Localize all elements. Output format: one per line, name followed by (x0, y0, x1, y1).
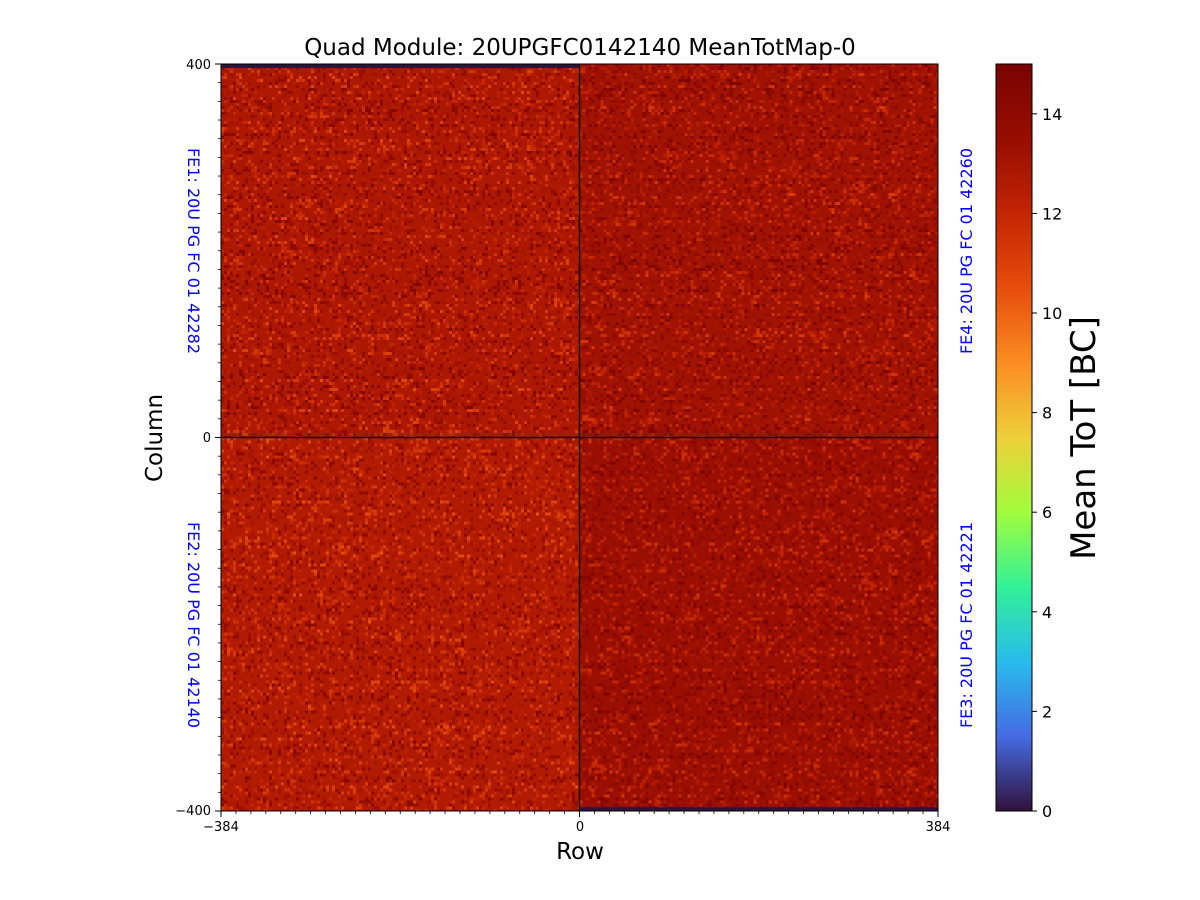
x-tick-label: −384 (203, 820, 239, 835)
y-tick-label: −400 (175, 804, 211, 819)
y-tick-label: 400 (186, 58, 211, 73)
colorbar-tick-label: 14 (1042, 105, 1062, 124)
colorbar-tick-label: 10 (1042, 304, 1062, 323)
quadrant-label-fe1: FE1: 20U PG FC 01 42282 (184, 148, 203, 354)
colorbar (996, 64, 1032, 811)
x-axis-label: Row (556, 839, 604, 865)
colorbar-tick-label: 12 (1042, 204, 1062, 223)
colorbar-tick-label: 6 (1042, 503, 1052, 522)
quadrant-label-fe4: FE4: 20U PG FC 01 42260 (957, 148, 976, 354)
y-axis-label: Column (142, 394, 168, 482)
empty-band (221, 64, 580, 68)
quadrant-label-fe2: FE2: 20U PG FC 01 42140 (184, 522, 203, 728)
colorbar-label: Mean ToT [BC] (1064, 316, 1104, 560)
y-tick-label: 0 (203, 431, 211, 446)
colorbar-tick-label: 2 (1042, 702, 1052, 721)
x-tick-label: 384 (926, 820, 951, 835)
colorbar-tick-label: 0 (1042, 802, 1052, 821)
colorbar-tick-label: 4 (1042, 603, 1052, 622)
chart-title: Quad Module: 20UPGFC0142140 MeanTotMap-0 (304, 35, 856, 61)
x-tick-label: 0 (576, 820, 584, 835)
colorbar-tick-label: 8 (1042, 404, 1052, 423)
quadrant-label-fe3: FE3: 20U PG FC 01 42221 (957, 522, 976, 728)
colorbar-ticks: 0 2 4 6 8 10 12 14 (1032, 105, 1062, 821)
